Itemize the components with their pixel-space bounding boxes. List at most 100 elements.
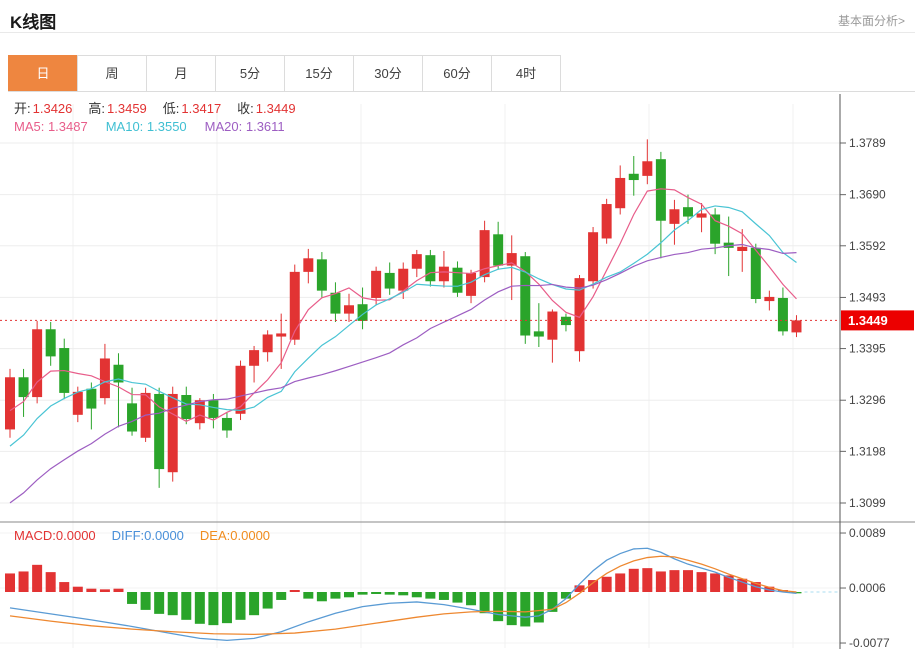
ma-legend-item: MA10: 1.3550 [105, 119, 187, 134]
macd-bar [167, 592, 178, 616]
candle-body [398, 268, 409, 291]
candle-body [506, 253, 517, 266]
macd-bar [615, 573, 626, 592]
candle-body [520, 256, 531, 336]
macd-bar [181, 592, 192, 620]
tab-5分[interactable]: 5分 [215, 55, 285, 91]
macd-bar [208, 592, 219, 626]
candle-body [167, 393, 178, 473]
macd-bar [506, 592, 517, 626]
macd-legend-item: MACD:0.0000 [14, 528, 96, 543]
candle-body [750, 247, 761, 300]
quote-label: 低: [162, 101, 180, 116]
macd-bar [560, 592, 571, 599]
candle-body [221, 417, 232, 431]
quote-value: 1.3417 [181, 101, 222, 116]
macd-bar [303, 592, 314, 599]
macd-bar [588, 580, 599, 592]
candle-body [777, 297, 788, 332]
candle-body [479, 230, 490, 278]
macd-axis-label: 0.0089 [849, 526, 886, 540]
macd-bar [249, 592, 260, 616]
candle-body [72, 391, 83, 415]
tab-30分[interactable]: 30分 [353, 55, 423, 91]
macd-bar [72, 586, 83, 592]
current-price-badge [841, 310, 914, 331]
diff-line [9, 547, 797, 642]
candle-body [764, 296, 775, 302]
period-tabs: 日周月 5分 15分 30分 60分 4时 [8, 55, 915, 92]
candle-body [615, 177, 626, 209]
tab-月[interactable]: 月 [146, 55, 216, 91]
candle-body [45, 329, 56, 357]
candle-body [5, 377, 15, 430]
tab-4时[interactable]: 4时 [491, 55, 561, 91]
macd-bar [452, 592, 463, 603]
candle-body [32, 329, 43, 398]
ma5-line [9, 188, 797, 422]
macd-bar [330, 592, 341, 599]
candle-body [99, 358, 110, 399]
tab-日[interactable]: 日 [8, 55, 78, 91]
macd-bar [737, 578, 748, 592]
candle-body [737, 246, 748, 252]
candle-body [683, 207, 693, 217]
macd-legend: MACD:0.0000 DIFF:0.0000 DEA:0.0000 [14, 528, 286, 543]
macd-bar [655, 571, 666, 592]
macd-bar [533, 592, 544, 623]
macd-bar [601, 576, 612, 592]
page-title: K线图 [10, 13, 57, 32]
quote-value: 1.3449 [255, 101, 296, 116]
candle-body [344, 305, 354, 314]
chart-svg: 1.3789 1.3690 1.3592 1.3493 1.3395 1.3296 1.31… [0, 94, 915, 650]
price-axis-label: 1.3296 [849, 393, 886, 407]
candle-body [154, 393, 165, 470]
macd-bar [316, 592, 327, 602]
candle-body [208, 400, 219, 418]
macd-bar [276, 592, 287, 600]
price-axis-label: 1.3592 [849, 239, 886, 253]
candle-body [276, 333, 287, 337]
ma-legend: MA5: 1.3487 MA10: 1.3550 MA20: 1.3611 [14, 119, 303, 134]
chart-area[interactable]: 1.3789 1.3690 1.3592 1.3493 1.3395 1.3296 1.31… [0, 92, 915, 650]
macd-bar [479, 592, 490, 614]
macd-bar [18, 571, 29, 592]
macd-bar [154, 592, 165, 614]
macd-bar [99, 589, 110, 592]
macd-bar [669, 570, 680, 592]
macd-bar [357, 592, 368, 595]
quote-value: 1.3426 [32, 101, 73, 116]
candle-body [303, 258, 314, 272]
tab-15分[interactable]: 15分 [284, 55, 354, 91]
candle-body [574, 278, 585, 352]
ma20-line [9, 243, 797, 504]
page-header: K线图 基本面分析> [0, 0, 915, 33]
candle-body [696, 213, 707, 218]
current-price-label: 1.3449 [848, 313, 888, 328]
candle-body [655, 159, 666, 221]
candle-body [601, 204, 612, 239]
candle-body [493, 234, 504, 266]
candle-body [411, 254, 422, 269]
quote-value: 1.3459 [107, 101, 147, 116]
fundamental-analysis-link[interactable]: 基本面分析> [837, 14, 905, 28]
macd-bar [696, 572, 707, 592]
candle-body [560, 316, 571, 326]
macd-bar [520, 592, 531, 627]
candle-body [547, 311, 558, 340]
tab-周[interactable]: 周 [77, 55, 147, 91]
candle-body [262, 334, 273, 353]
ma-legend-item: MA20: 1.3611 [204, 119, 285, 134]
price-axis-label: 1.3789 [849, 136, 886, 150]
dea-line [9, 555, 797, 636]
macd-bar [86, 588, 97, 592]
quote-label: 高: [88, 101, 106, 116]
candle-body [127, 403, 138, 432]
macd-bar [59, 582, 70, 592]
candle-body [628, 173, 639, 181]
quote-label: 收: [237, 101, 254, 116]
tab-60分[interactable]: 60分 [422, 55, 492, 91]
candle-body [249, 350, 260, 366]
macd-bar [384, 592, 395, 595]
